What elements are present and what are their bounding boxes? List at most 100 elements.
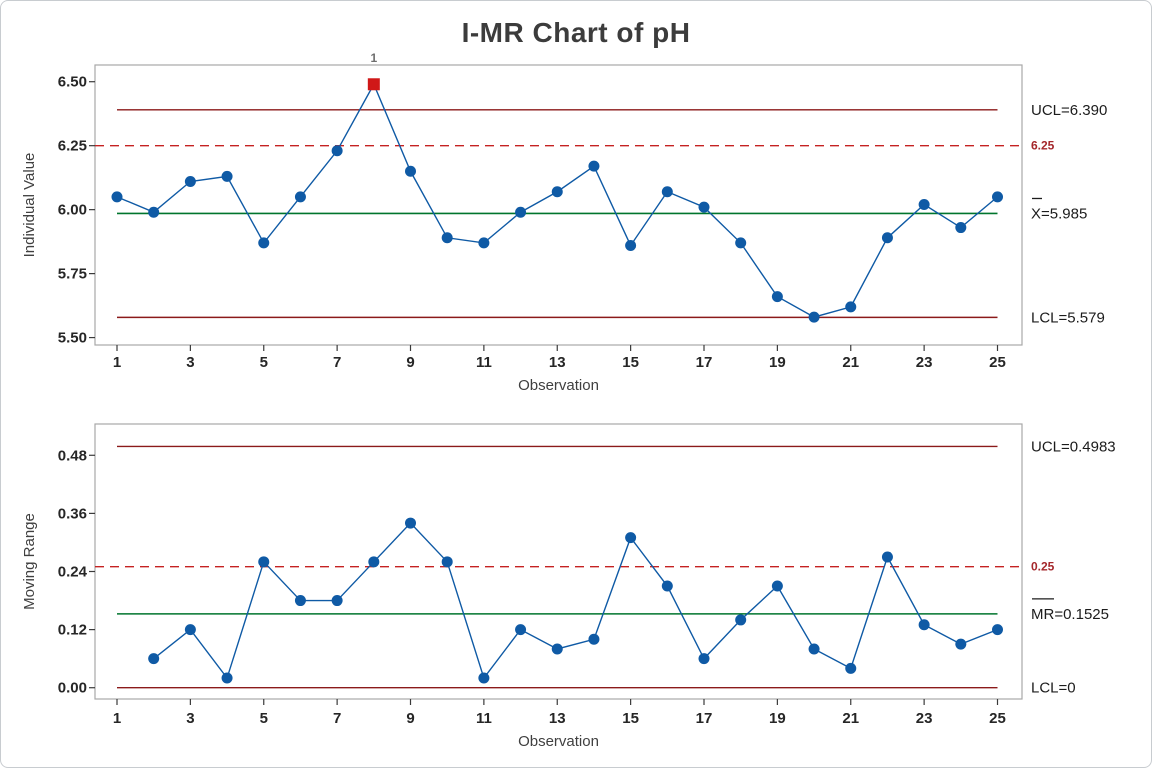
data-point[interactable] xyxy=(184,175,196,187)
data-point[interactable] xyxy=(992,624,1003,636)
x-axis-title: Observation xyxy=(518,377,599,394)
lcl-label: LCL=0 xyxy=(1031,680,1076,697)
data-point[interactable] xyxy=(148,206,160,218)
x-tick-label: 3 xyxy=(186,354,194,371)
x-tick-label: 11 xyxy=(476,710,492,727)
data-point[interactable] xyxy=(661,580,673,592)
center-label: MR=0.1525 xyxy=(1031,606,1109,623)
data-point[interactable] xyxy=(405,517,416,529)
data-point[interactable] xyxy=(808,643,820,655)
data-point[interactable] xyxy=(441,556,453,568)
x-tick-label: 7 xyxy=(333,710,341,727)
x-tick-label: 1 xyxy=(113,710,121,727)
data-point[interactable] xyxy=(698,653,710,665)
x-tick-label: 15 xyxy=(622,710,639,727)
center-label: X=5.985 xyxy=(1031,205,1087,222)
y-tick-label: 5.75 xyxy=(58,266,87,283)
data-point[interactable] xyxy=(955,222,967,234)
x-tick-label: 23 xyxy=(916,710,933,727)
x-tick-label: 17 xyxy=(696,710,713,727)
x-tick-label: 7 xyxy=(333,354,341,371)
x-tick-label: 11 xyxy=(476,354,492,371)
data-point[interactable] xyxy=(294,595,306,607)
data-point[interactable] xyxy=(368,556,380,568)
data-point[interactable] xyxy=(881,232,893,244)
data-point[interactable] xyxy=(478,672,490,684)
x-tick-label: 5 xyxy=(260,710,268,727)
y-axis-title: Individual Value xyxy=(21,153,38,258)
x-axis-title: Observation xyxy=(518,733,599,750)
data-point[interactable] xyxy=(111,191,123,203)
ucl-label: UCL=6.390 xyxy=(1031,102,1107,119)
data-point[interactable] xyxy=(221,672,233,684)
lcl-label: LCL=5.579 xyxy=(1031,309,1105,326)
data-point[interactable] xyxy=(184,624,196,636)
data-point[interactable] xyxy=(661,186,673,198)
data-point[interactable] xyxy=(918,619,930,631)
data-series-line xyxy=(153,522,998,680)
data-point[interactable] xyxy=(258,237,270,249)
data-point[interactable] xyxy=(478,237,490,249)
reference-label: 0.25 xyxy=(1031,560,1055,574)
data-point[interactable] xyxy=(551,186,563,198)
x-tick-label: 17 xyxy=(696,354,713,371)
y-tick-label: 6.00 xyxy=(58,202,87,219)
data-point[interactable] xyxy=(515,624,527,636)
data-point[interactable] xyxy=(845,301,857,313)
moving-range-chart: 0.480.360.240.120.001 3 5 7 9 11 13 15 17 19 21 23 2… xyxy=(21,423,1116,750)
x-tick-label: 19 xyxy=(769,354,786,371)
data-point[interactable] xyxy=(735,614,747,626)
data-point[interactable] xyxy=(625,239,637,251)
data-point[interactable] xyxy=(331,145,343,157)
x-tick-label: 1 xyxy=(113,354,121,371)
out-of-control-point[interactable] xyxy=(367,78,380,91)
data-point[interactable] xyxy=(625,532,637,544)
y-tick-label: 5.50 xyxy=(58,330,87,347)
data-point[interactable] xyxy=(405,165,416,177)
ucl-label: UCL=0.4983 xyxy=(1031,438,1116,455)
individuals-chart: 6.506.256.005.755.501 3 5 7 9 11 13 15 17 19 21 23 2… xyxy=(21,51,1107,394)
data-point[interactable] xyxy=(698,201,710,213)
x-tick-label: 25 xyxy=(989,354,1006,371)
data-point[interactable] xyxy=(588,160,600,172)
data-point[interactable] xyxy=(992,191,1003,203)
x-tick-label: 21 xyxy=(842,710,859,727)
y-axis-title: Moving Range xyxy=(21,513,38,610)
x-tick-label: 21 xyxy=(842,354,859,371)
x-tick-label: 9 xyxy=(406,354,414,371)
data-point[interactable] xyxy=(441,232,453,244)
y-tick-label: 6.50 xyxy=(58,74,87,91)
chart-title: I-MR Chart of pH xyxy=(461,17,691,48)
x-tick-label: 9 xyxy=(406,710,414,727)
data-point[interactable] xyxy=(221,170,233,182)
data-series-line xyxy=(116,82,998,318)
data-point[interactable] xyxy=(881,551,893,563)
data-point[interactable] xyxy=(808,311,820,323)
test-failure-flag: 1 xyxy=(370,51,377,65)
data-point[interactable] xyxy=(955,638,967,650)
data-point[interactable] xyxy=(771,580,783,592)
y-tick-label: 6.25 xyxy=(58,138,87,155)
x-tick-label: 25 xyxy=(989,710,1006,727)
y-tick-label: 0.48 xyxy=(58,447,87,464)
y-tick-label: 0.24 xyxy=(58,563,88,580)
data-point[interactable] xyxy=(258,556,270,568)
data-point[interactable] xyxy=(551,643,563,655)
x-tick-label: 13 xyxy=(549,354,566,371)
data-point[interactable] xyxy=(294,191,306,203)
data-point[interactable] xyxy=(771,291,783,303)
x-tick-label: 5 xyxy=(260,354,268,371)
data-point[interactable] xyxy=(515,206,527,218)
data-point[interactable] xyxy=(918,199,930,211)
y-tick-label: 0.00 xyxy=(58,680,87,697)
data-point[interactable] xyxy=(735,237,747,249)
x-tick-label: 15 xyxy=(622,354,639,371)
data-point[interactable] xyxy=(845,662,857,674)
data-point[interactable] xyxy=(331,595,343,607)
data-point[interactable] xyxy=(148,653,160,665)
x-tick-label: 23 xyxy=(916,354,933,371)
y-tick-label: 0.36 xyxy=(58,505,87,522)
data-point[interactable] xyxy=(588,633,600,645)
